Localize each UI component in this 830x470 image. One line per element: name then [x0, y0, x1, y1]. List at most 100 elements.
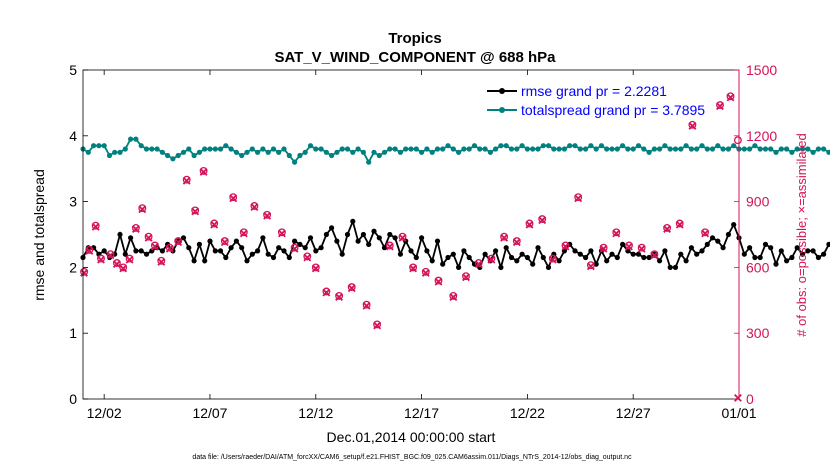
rmse-point	[699, 248, 705, 254]
totalspread-point	[186, 146, 192, 152]
obs-possible-marker	[80, 267, 89, 276]
obs-assimilated-marker	[362, 301, 371, 310]
totalspread-point	[651, 146, 658, 152]
obs-assimilated-marker	[239, 229, 248, 238]
obs-assimilated-marker	[174, 238, 183, 247]
obs-assimilated-marker	[229, 194, 238, 203]
obs-possible-marker	[421, 267, 430, 276]
totalspread-point	[731, 143, 737, 149]
obs-assimilated-marker	[151, 242, 159, 251]
totalspread-point	[456, 149, 462, 155]
totalspread-point	[329, 152, 335, 159]
totalspread-point	[276, 149, 282, 155]
totalspread-point	[503, 143, 509, 149]
totalspread-point	[466, 146, 472, 152]
rmse-point	[456, 264, 462, 270]
totalspread-point	[567, 143, 573, 149]
totalspread-point	[641, 146, 647, 152]
rmse-point	[799, 251, 806, 257]
obs-possible-marker	[625, 241, 633, 250]
left-y-tick-label: 2	[69, 259, 77, 275]
totalspread-series	[80, 136, 830, 165]
rmse-point	[508, 254, 515, 261]
rmse-point	[191, 258, 197, 264]
rmse-point	[725, 231, 732, 238]
totalspread-point	[614, 146, 620, 152]
obs-possible-marker	[512, 237, 521, 246]
totalspread-point	[292, 159, 298, 165]
obs-possible-marker	[525, 219, 534, 228]
rmse-point	[741, 251, 747, 257]
totalspread-point	[487, 149, 493, 155]
totalspread-point	[445, 143, 451, 149]
x-tick-label: 01/01	[721, 405, 756, 421]
totalspread-point	[678, 146, 684, 152]
obs-possible-marker	[150, 241, 159, 250]
obs-possible-marker	[688, 120, 697, 129]
totalspread-point	[228, 146, 234, 152]
totalspread-point	[683, 143, 689, 149]
totalspread-point	[508, 146, 515, 152]
totalspread-point	[694, 146, 700, 152]
obs-assimilated-marker	[688, 121, 697, 130]
rmse-point	[466, 254, 472, 261]
obs-assimilated-marker	[421, 268, 430, 277]
totalspread-point	[138, 143, 144, 149]
totalspread-point	[715, 143, 721, 149]
obs-possible-marker	[487, 254, 496, 263]
obs-possible-marker	[474, 259, 483, 267]
rmse-point	[419, 235, 425, 241]
totalspread-point	[519, 143, 525, 149]
obs-assimilated-marker	[512, 238, 521, 247]
obs-possible-marker	[335, 291, 344, 300]
right-y-tick-label: 0	[746, 391, 754, 407]
totalspread-point	[524, 146, 531, 152]
rmse-point	[630, 251, 636, 257]
totalspread-point	[635, 143, 642, 149]
obs-assimilated-marker	[263, 211, 272, 220]
obs-possible-marker	[385, 241, 394, 250]
obs-assimilated-marker	[462, 273, 470, 282]
rmse-point	[440, 261, 446, 267]
obs-possible-marker	[548, 254, 557, 263]
totalspread-point	[249, 146, 255, 152]
rmse-point	[720, 245, 726, 251]
rmse-point	[545, 264, 552, 270]
rmse-point	[381, 245, 388, 251]
obs-possible-marker	[157, 256, 166, 265]
totalspread-point	[741, 146, 747, 152]
rmse-point	[604, 258, 610, 264]
rmse-point	[397, 251, 403, 257]
totalspread-point	[821, 146, 827, 152]
rmse-point	[583, 254, 589, 261]
obs-possible-marker	[409, 263, 418, 272]
obs-assimilated-marker	[335, 293, 343, 301]
totalspread-point	[265, 149, 271, 155]
legend: rmse grand pr = 2.2281 totalspread grand…	[487, 83, 705, 118]
obs-assimilated-marker	[525, 220, 534, 229]
obs-possible-marker	[398, 232, 407, 241]
obs-possible-marker	[462, 272, 470, 281]
legend-rmse-label: rmse grand pr = 2.2281	[521, 83, 667, 99]
totalspread-point	[471, 143, 478, 149]
totalspread-point	[96, 143, 102, 149]
rmse-point	[503, 245, 509, 251]
obs-possible-marker	[138, 204, 147, 213]
obs-possible-marker	[220, 237, 229, 246]
rmse-point	[202, 258, 208, 264]
obs-assimilated-marker	[637, 244, 646, 253]
totalspread-point	[403, 146, 409, 152]
rmse-point	[281, 248, 287, 254]
rmse-point	[524, 254, 531, 261]
totalspread-point	[239, 152, 245, 159]
obs-assimilated-marker	[548, 255, 557, 264]
totalspread-point	[350, 149, 356, 155]
rmse-point	[672, 264, 679, 270]
rmse-point	[620, 241, 626, 247]
obs-possible-marker	[650, 250, 659, 259]
left-y-tick-label: 3	[69, 194, 77, 210]
obs-possible-marker	[716, 101, 724, 110]
rmse-point	[292, 238, 298, 244]
rmse-point	[715, 238, 721, 244]
rmse-point	[768, 245, 774, 251]
